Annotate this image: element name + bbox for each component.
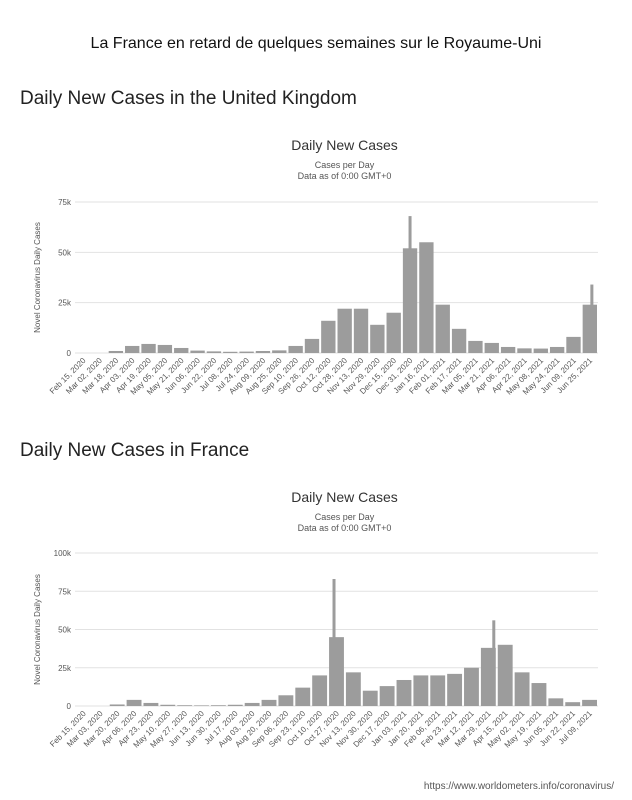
y-axis-title: Novel Coronavirus Daily Cases <box>33 222 42 333</box>
bar <box>143 702 159 706</box>
bar <box>227 704 243 706</box>
uk-section-heading: Daily New Cases in the United Kingdom <box>20 88 357 109</box>
bar <box>533 348 548 353</box>
y-axis-title: Novel Coronavirus Daily Cases <box>33 574 42 685</box>
peak-bar <box>590 284 594 353</box>
bar <box>514 672 530 706</box>
bar <box>206 351 222 353</box>
bar <box>174 347 189 353</box>
chart-title: Daily New Cases <box>291 489 398 505</box>
chart-subtitle: Cases per Day <box>315 160 375 170</box>
bar <box>484 342 499 353</box>
bar <box>261 699 277 706</box>
bar <box>362 690 378 706</box>
bar <box>272 350 287 353</box>
bar <box>321 320 336 353</box>
bar <box>126 699 142 706</box>
bar <box>386 312 401 353</box>
bar <box>295 687 311 706</box>
bar <box>244 702 260 706</box>
y-tick-label: 100k <box>54 549 72 558</box>
bar <box>430 675 446 706</box>
peak-bar <box>492 620 496 706</box>
bar <box>194 705 209 706</box>
source-link[interactable]: https://www.worldometers.info/coronaviru… <box>423 781 614 792</box>
bar <box>370 324 385 353</box>
bar <box>565 702 581 706</box>
bar <box>353 308 369 353</box>
peak-bar <box>332 579 336 706</box>
bar <box>108 350 124 353</box>
bar <box>531 683 547 706</box>
chart-subtitle-date: Data as of 0:00 GMT+0 <box>298 171 392 181</box>
bar <box>109 704 125 706</box>
bar <box>464 667 479 706</box>
bar <box>396 679 412 706</box>
y-tick-label: 25k <box>58 299 72 308</box>
bar <box>468 340 483 353</box>
bar <box>379 686 395 706</box>
y-tick-label: 0 <box>67 349 72 358</box>
bar <box>582 304 597 353</box>
bar <box>223 351 238 353</box>
bar <box>210 705 226 706</box>
bar <box>497 644 513 706</box>
bar <box>190 350 205 353</box>
bar <box>345 672 361 706</box>
bar <box>447 673 463 706</box>
chart-title: Daily New Cases <box>291 137 398 153</box>
bar <box>419 242 434 353</box>
chart-subtitle-date: Data as of 0:00 GMT+0 <box>298 523 392 533</box>
y-tick-label: 75k <box>58 198 72 207</box>
bar <box>160 704 176 706</box>
bar <box>141 343 156 353</box>
bar <box>337 308 352 353</box>
bar <box>566 336 581 353</box>
bar <box>255 350 271 353</box>
y-tick-label: 50k <box>58 626 72 635</box>
page-title: La France en retard de quelques semaines… <box>90 35 542 52</box>
chart-subtitle: Cases per Day <box>315 512 375 522</box>
y-tick-label: 50k <box>58 248 72 257</box>
bar <box>435 304 450 353</box>
bar <box>451 328 467 353</box>
bar <box>239 351 254 353</box>
bar <box>125 345 140 353</box>
bar <box>157 344 173 353</box>
bar <box>500 346 516 353</box>
bar <box>413 675 429 706</box>
y-tick-label: 25k <box>58 664 72 673</box>
bar <box>548 698 564 706</box>
bar <box>582 699 597 706</box>
bar <box>278 695 294 706</box>
bar <box>329 637 344 706</box>
bar <box>549 346 565 353</box>
peak-bar <box>408 216 412 353</box>
bar <box>304 338 320 353</box>
bar <box>480 647 496 706</box>
bar <box>517 348 532 353</box>
y-tick-label: 75k <box>58 587 72 596</box>
bar <box>288 345 303 353</box>
bar <box>312 675 328 706</box>
france-section-heading: Daily New Cases in France <box>20 440 250 461</box>
y-tick-label: 0 <box>67 702 72 711</box>
bar <box>177 705 193 706</box>
